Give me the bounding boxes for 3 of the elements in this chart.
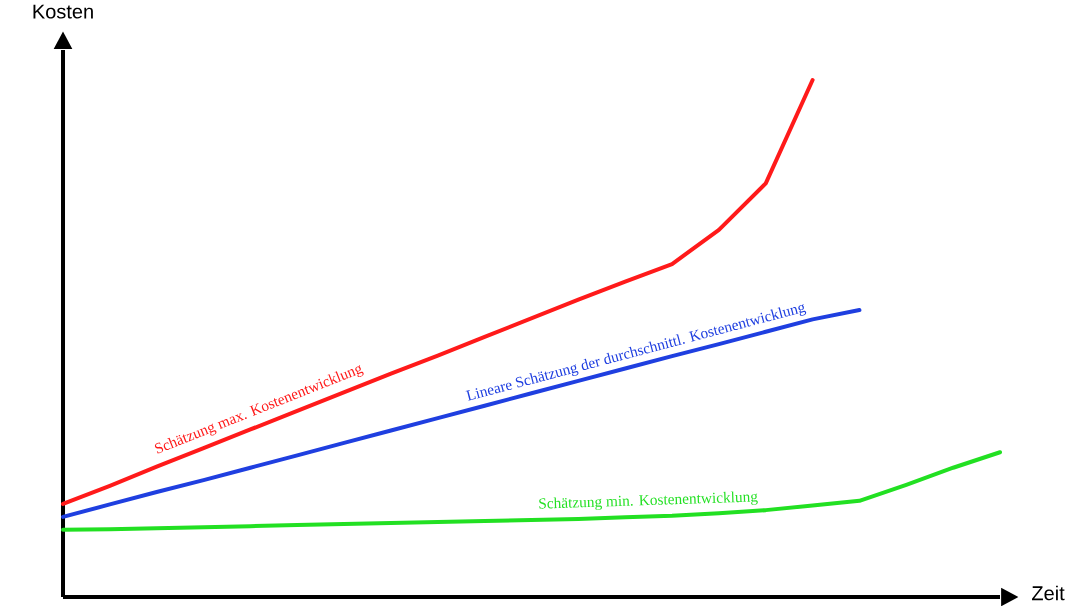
y-axis-title: Kosten [33,4,93,19]
x-axis-title: Zeit [1032,585,1065,601]
series-label: Schätzung min. Kostenentwicklung [539,491,758,510]
